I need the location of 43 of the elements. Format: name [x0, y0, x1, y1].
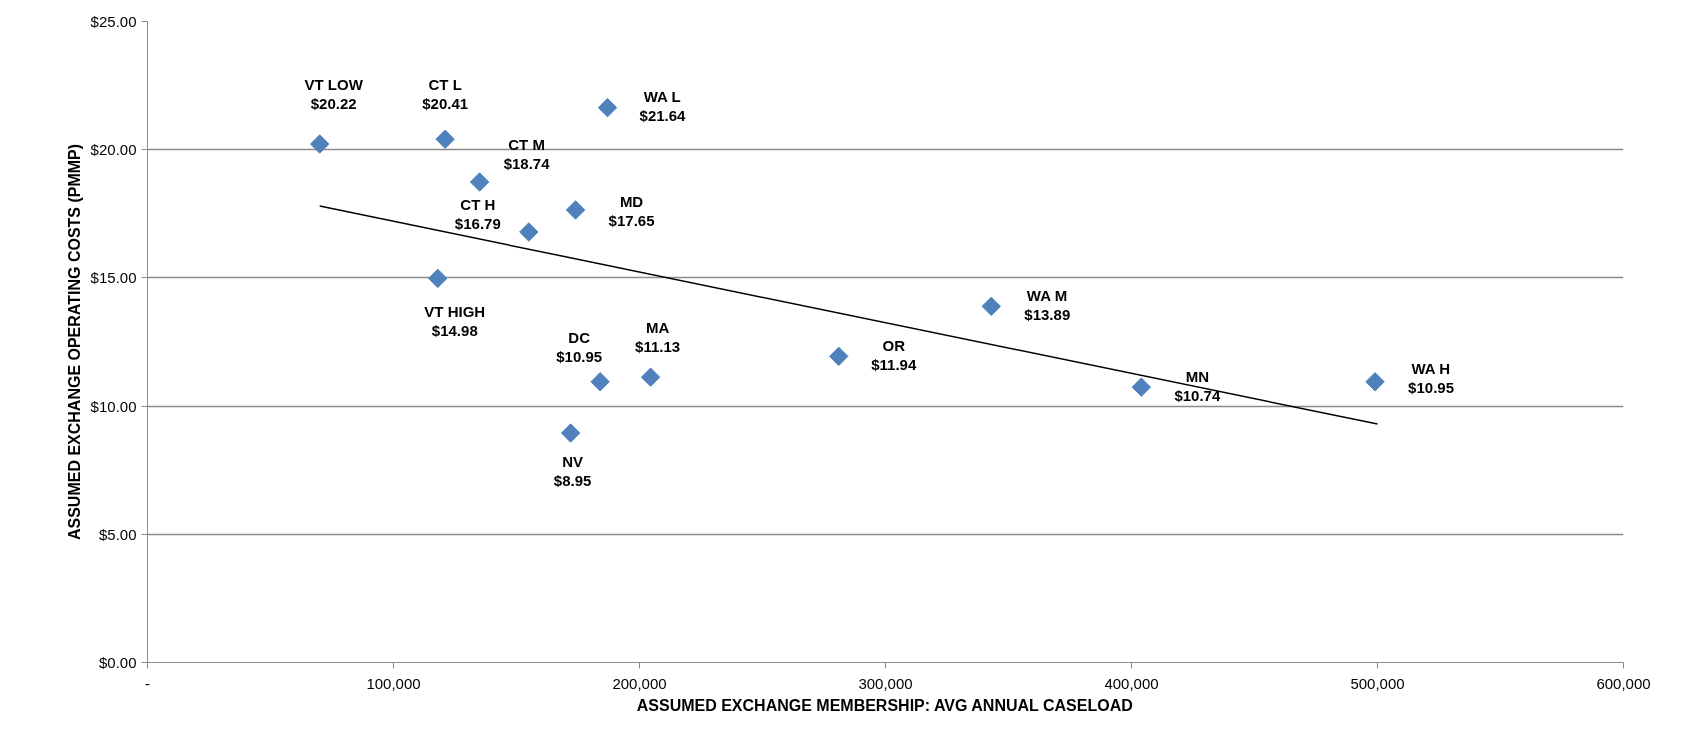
- point: [428, 268, 448, 289]
- point: [310, 134, 330, 154]
- annotation: OR $11.94: [871, 336, 917, 373]
- y-tick-label: $0.00: [98, 654, 137, 671]
- x-tick-label: 300,000: [858, 674, 913, 692]
- annotation: NV $8.95: [553, 452, 592, 489]
- y-tick-label: $15.00: [90, 269, 137, 287]
- annotation: MD $17.65: [608, 193, 655, 230]
- x-tick-label: -: [145, 674, 150, 692]
- y-tick-label: $25.00: [90, 13, 137, 30]
- annotation: VT LOW $20.22: [304, 75, 364, 112]
- annotation: MA $11.13: [635, 318, 681, 355]
- y-axis-title: ASSUMED EXCHANGE OPERATING COSTS (PMMP): [65, 143, 83, 541]
- annotation: VT HIGH $14.98: [424, 302, 486, 339]
- y-tick-label: $5.00: [98, 525, 137, 543]
- x-tick-label: 500,000: [1350, 674, 1405, 692]
- annotation: WA L $21.64: [639, 88, 687, 125]
- x-tick-label: 600,000: [1596, 674, 1651, 692]
- y-tick-label: $20.00: [90, 141, 137, 159]
- annotation: MN $10.74: [1174, 367, 1221, 404]
- y-tick-label: $10.00: [90, 397, 137, 415]
- annotation: WA M $13.89: [1024, 286, 1071, 323]
- x-axis-title: ASSUMED EXCHANGE MEMBERSHIP: AVG ANNUAL CASELOAD: [636, 696, 1133, 714]
- point: [597, 97, 618, 118]
- point: [590, 372, 610, 392]
- point: [560, 423, 581, 443]
- point: [829, 346, 849, 367]
- point: [981, 296, 1001, 317]
- point: [1131, 377, 1152, 397]
- point: [469, 172, 490, 192]
- annotation: CT L $20.41: [422, 75, 469, 112]
- point: [565, 200, 586, 220]
- point: [1365, 372, 1385, 392]
- point: [640, 367, 661, 387]
- x-tick-label: 100,000: [366, 674, 421, 692]
- x-tick-label: 200,000: [612, 674, 667, 692]
- annotation: DC $10.95: [556, 329, 603, 366]
- x-tick-label: 400,000: [1104, 674, 1159, 692]
- point: [435, 129, 455, 149]
- annotation: CT H $16.79: [454, 195, 501, 232]
- point: [519, 222, 539, 242]
- annotation: CT M $18.74: [503, 135, 551, 172]
- annotation: WA H $10.95: [1408, 360, 1454, 397]
